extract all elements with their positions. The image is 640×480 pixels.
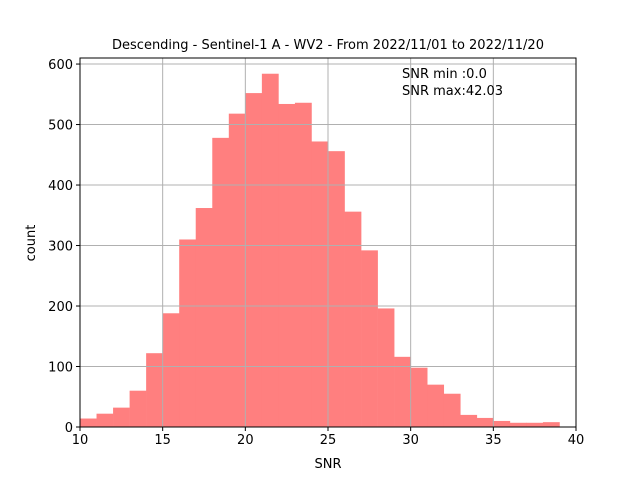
histogram-bar <box>179 239 197 427</box>
y-axis-ticks: 0 100 200 300 400 500 600 <box>48 58 80 436</box>
histogram-bar <box>328 151 345 427</box>
histogram-bar <box>294 102 312 427</box>
histogram-bar <box>195 208 213 427</box>
y-tick-label: 200 <box>48 300 73 315</box>
x-tick-label: 35 <box>485 433 502 448</box>
y-tick-label: 600 <box>48 58 73 73</box>
histogram-bar <box>113 407 130 427</box>
x-tick-label: 10 <box>72 433 89 448</box>
histogram-bar <box>394 356 411 427</box>
histogram-bar <box>344 211 362 427</box>
y-tick-label: 500 <box>48 119 73 134</box>
histogram-bar <box>509 422 527 427</box>
histogram-bar <box>129 390 147 427</box>
snr-max-annotation: SNR max:42.03 <box>402 84 503 99</box>
histogram-bar <box>278 103 296 427</box>
histogram-bar <box>377 308 395 427</box>
histogram-bar <box>526 422 544 427</box>
histogram-bar <box>311 141 329 428</box>
histogram-bar <box>410 367 428 427</box>
snr-min-annotation: SNR min :0.0 <box>402 67 487 82</box>
y-tick-label: 400 <box>48 179 73 194</box>
y-tick-label: 300 <box>48 240 73 255</box>
histogram-bar <box>476 417 494 427</box>
histogram-bar <box>361 250 378 427</box>
bars-group <box>80 73 560 428</box>
histogram-bar <box>212 137 230 427</box>
x-tick-label: 20 <box>237 433 254 448</box>
histogram-bar <box>245 93 263 427</box>
histogram-bar <box>80 418 97 427</box>
histogram-bar <box>96 413 114 427</box>
y-tick-label: 0 <box>65 421 73 436</box>
histogram-bar <box>493 420 511 427</box>
histogram-bar <box>427 384 445 427</box>
x-axis-label: SNR <box>314 457 341 472</box>
x-tick-label: 40 <box>568 433 585 448</box>
histogram-bar <box>460 414 478 427</box>
histogram-bar <box>443 393 461 427</box>
y-axis-label: count <box>24 225 39 262</box>
y-tick-label: 100 <box>48 361 73 376</box>
x-tick-label: 25 <box>320 433 337 448</box>
chart-title: Descending - Sentinel-1 A - WV2 - From 2… <box>112 38 544 53</box>
histogram-bar <box>162 313 180 427</box>
histogram-bar <box>228 113 246 428</box>
histogram-bar <box>542 422 560 427</box>
x-axis-ticks: 10 15 20 25 30 35 40 <box>72 427 585 448</box>
histogram-bar <box>146 353 163 427</box>
x-tick-label: 30 <box>402 433 419 448</box>
histogram-bar <box>261 73 279 427</box>
x-tick-label: 15 <box>154 433 171 448</box>
